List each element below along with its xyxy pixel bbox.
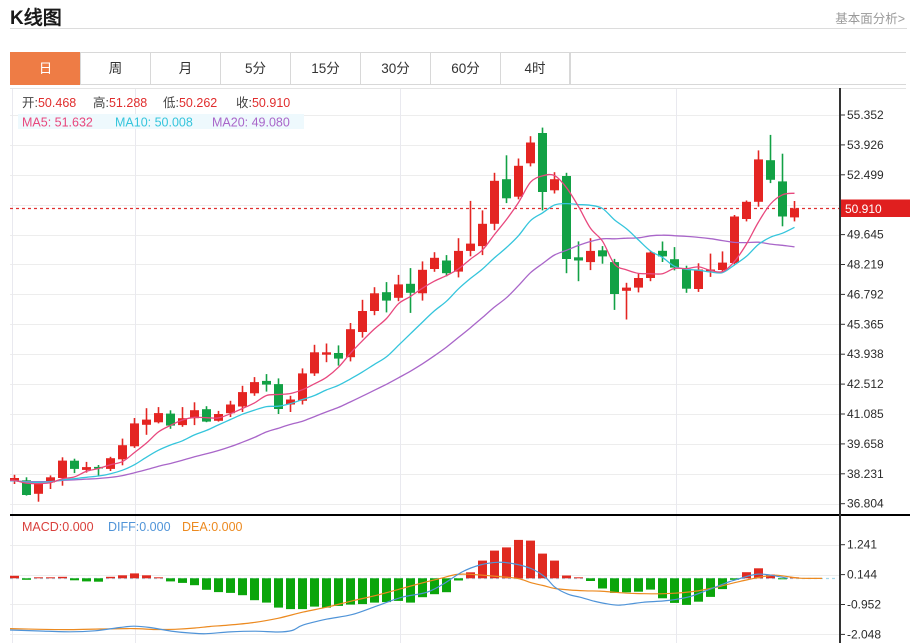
svg-text:50.910: 50.910: [845, 202, 882, 216]
svg-text:55.352: 55.352: [847, 108, 884, 122]
svg-text:46.792: 46.792: [847, 287, 884, 301]
svg-text:52.499: 52.499: [847, 168, 884, 182]
svg-text:41.085: 41.085: [847, 407, 884, 421]
svg-text:39.658: 39.658: [847, 437, 884, 451]
svg-text:MA10: 50.008: MA10: 50.008: [115, 116, 193, 130]
svg-text:低:50.262: 低:50.262: [163, 96, 217, 110]
svg-text:MA5: 51.632: MA5: 51.632: [22, 116, 93, 130]
svg-text:-2.048: -2.048: [847, 627, 881, 641]
svg-text:开:50.468: 开:50.468: [22, 96, 76, 110]
svg-text:38.231: 38.231: [847, 467, 884, 481]
svg-text:36.804: 36.804: [847, 497, 884, 511]
svg-text:MACD:0.000: MACD:0.000: [22, 520, 94, 534]
svg-text:DIFF:0.000: DIFF:0.000: [108, 520, 171, 534]
svg-text:1.241: 1.241: [847, 538, 877, 552]
svg-text:53.926: 53.926: [847, 138, 884, 152]
svg-text:43.938: 43.938: [847, 347, 884, 361]
svg-text:-0.952: -0.952: [847, 598, 881, 612]
svg-text:45.365: 45.365: [847, 317, 884, 331]
svg-text:高:51.288: 高:51.288: [93, 95, 147, 110]
svg-text:收:50.910: 收:50.910: [236, 96, 290, 110]
svg-text:DEA:0.000: DEA:0.000: [182, 520, 243, 534]
svg-text:48.219: 48.219: [847, 258, 884, 272]
svg-text:42.512: 42.512: [847, 377, 884, 391]
svg-text:49.645: 49.645: [847, 228, 884, 242]
svg-text:0.144: 0.144: [847, 568, 877, 582]
svg-text:MA20: 49.080: MA20: 49.080: [212, 116, 290, 130]
